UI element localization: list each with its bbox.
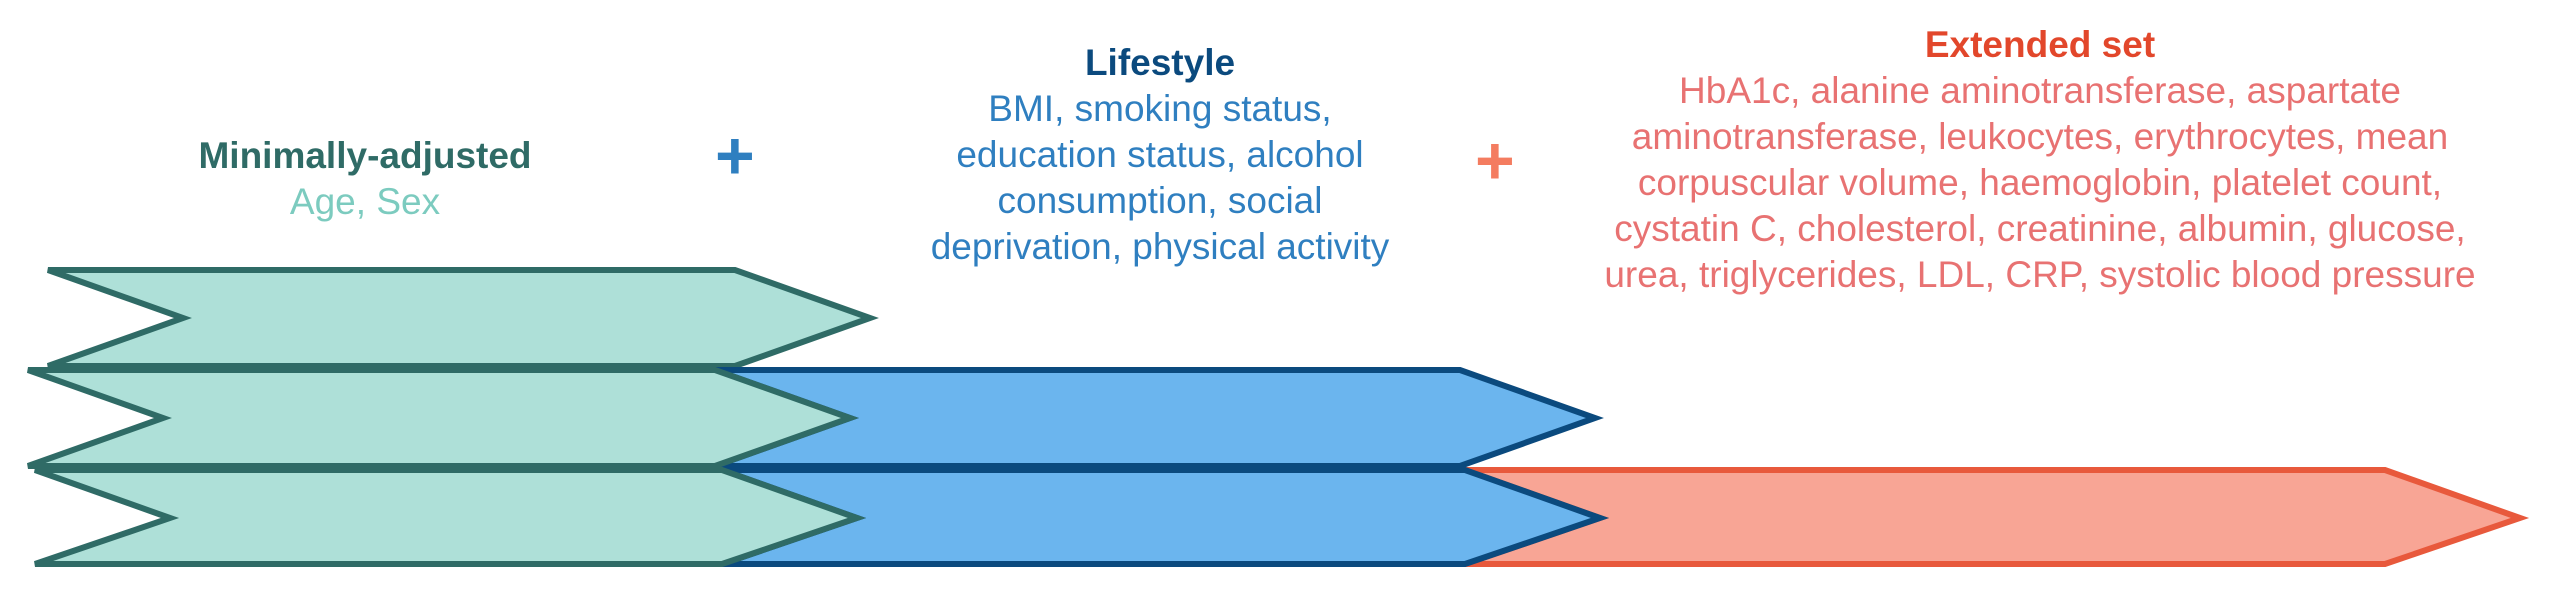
row3-minimal-arrow <box>33 467 867 567</box>
minimal-adjusted-label: Minimally-adjusted Age, Sex <box>130 133 600 225</box>
plus-icon-2: + <box>1475 123 1515 199</box>
row2-minimal-arrow <box>26 367 859 469</box>
lifestyle-title: Lifestyle <box>1084 42 1236 83</box>
row1-minimal-arrow <box>46 267 879 369</box>
lifestyle-vars: BMI, smoking status, education status, a… <box>930 88 1390 267</box>
row3-extended-arrow <box>1463 467 2530 567</box>
lifestyle-label: Lifestyle BMI, smoking status, education… <box>915 40 1405 270</box>
extended-title: Extended set <box>1924 24 2156 65</box>
plus-icon-1: + <box>715 118 755 194</box>
minimal-title: Minimally-adjusted <box>198 135 532 176</box>
minimal-vars: Age, Sex <box>289 181 441 222</box>
extended-set-label: Extended set HbA1c, alanine aminotransfe… <box>1585 22 2495 298</box>
extended-vars: HbA1c, alanine aminotransferase, asparta… <box>1604 70 2476 295</box>
